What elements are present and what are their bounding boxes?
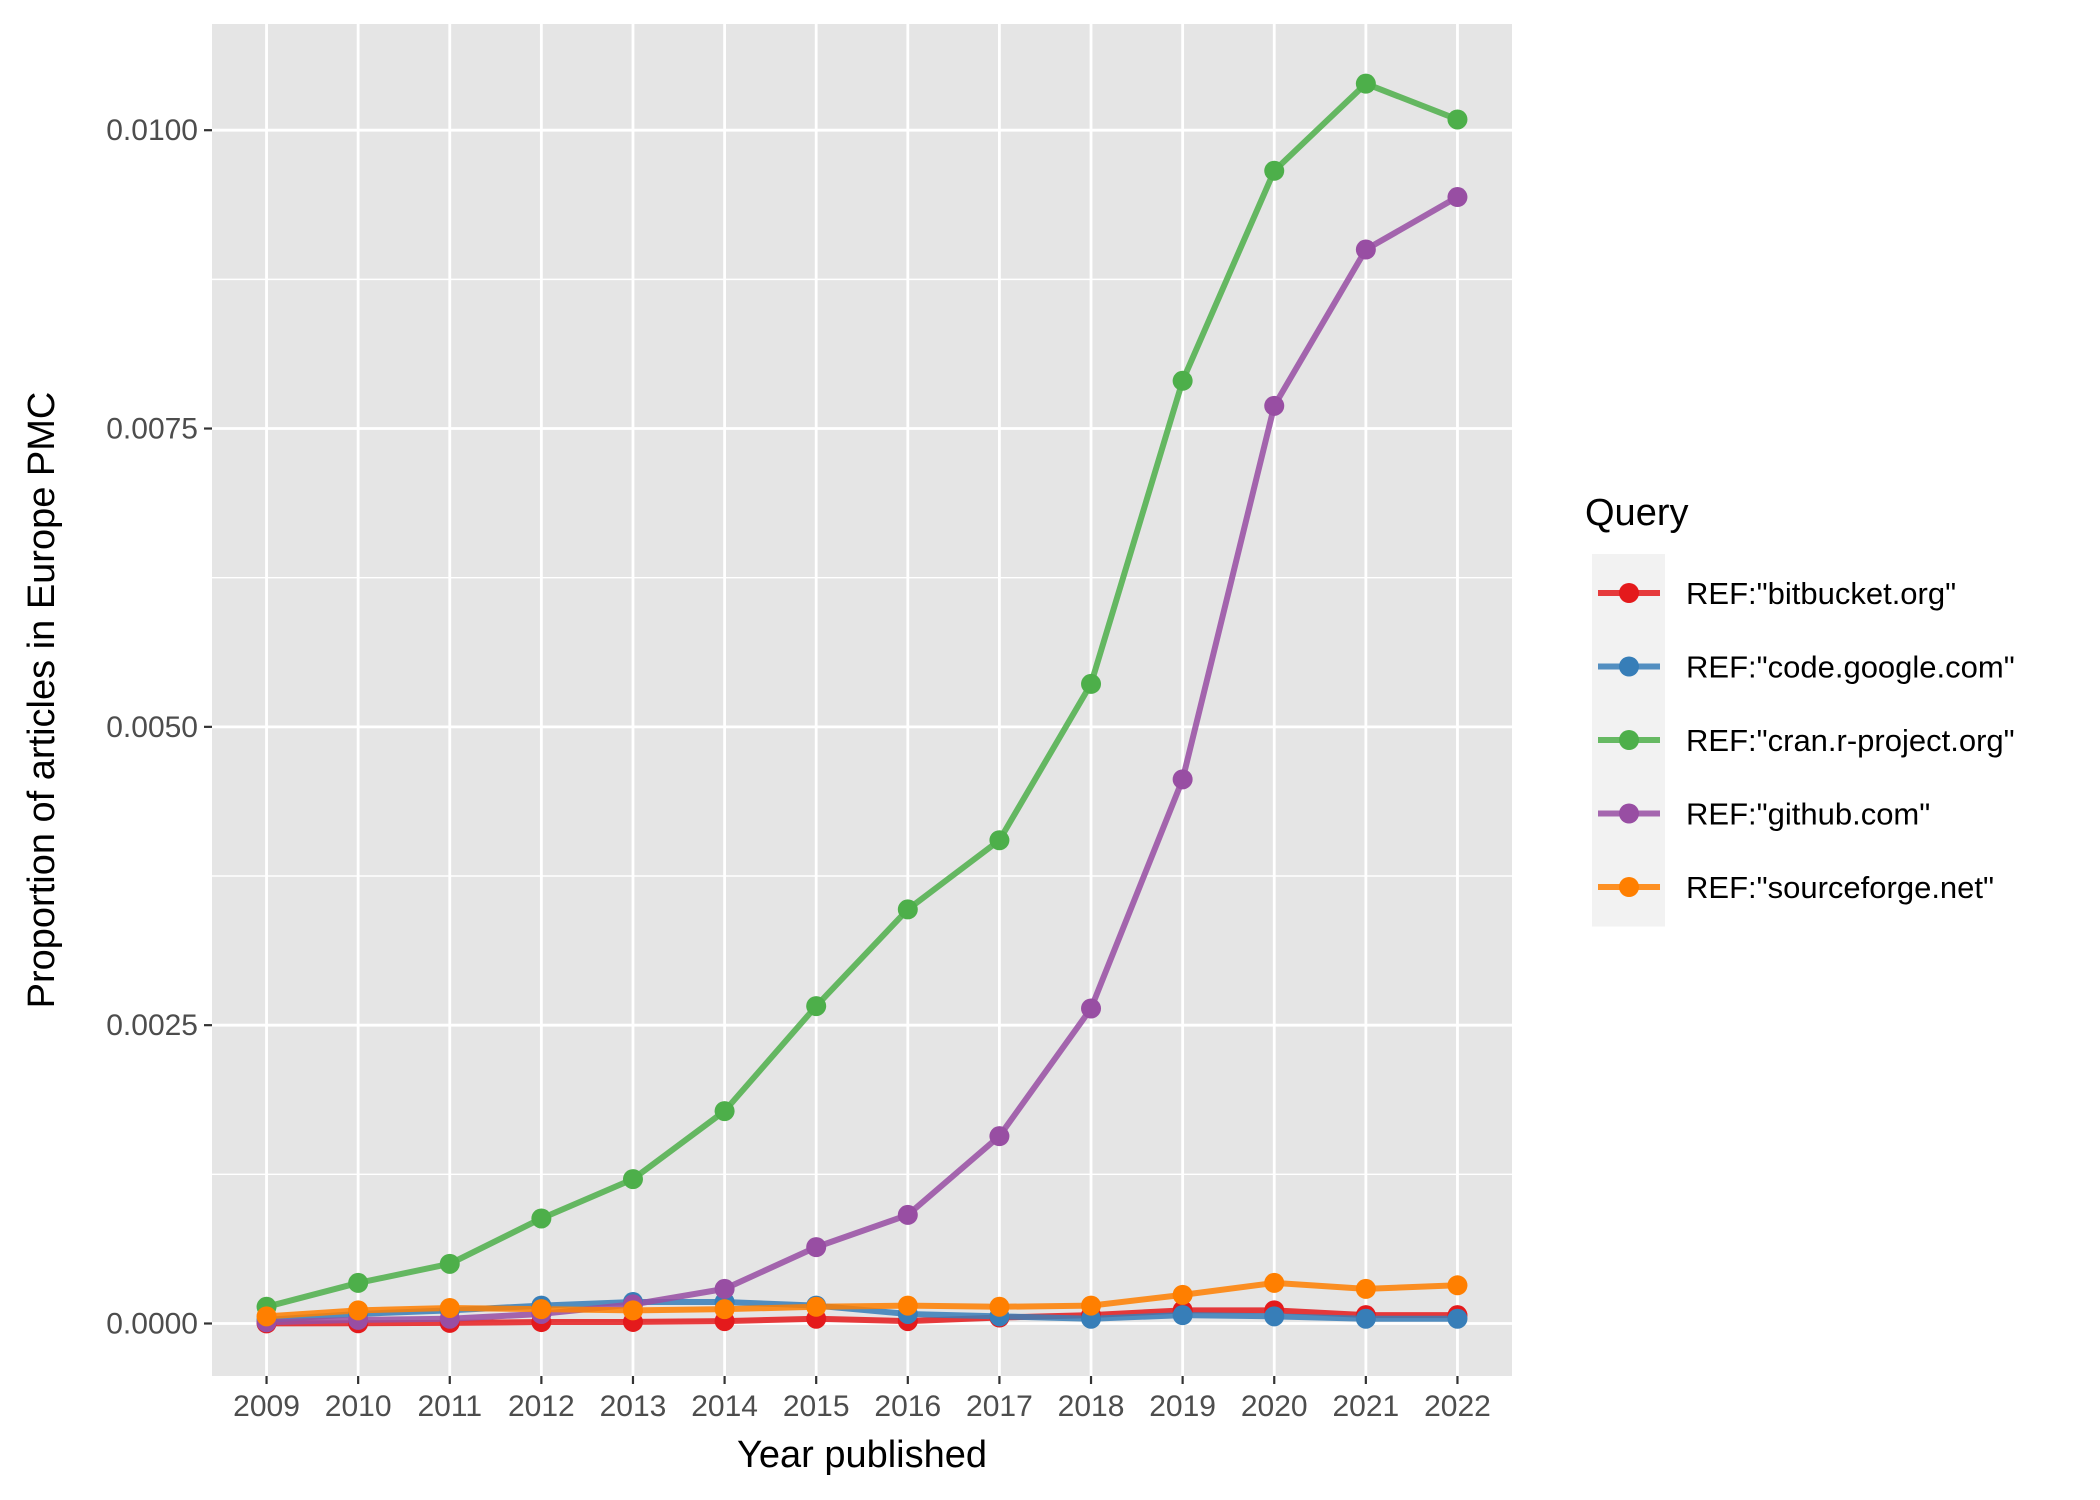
x-tick-label: 2016 xyxy=(874,1390,941,1423)
legend: Query REF:"bitbucket.org" REF:"code.googl… xyxy=(1585,492,2015,927)
data-point xyxy=(256,1306,277,1327)
data-point xyxy=(1264,395,1285,416)
data-point xyxy=(897,1204,918,1225)
data-point xyxy=(348,1300,369,1321)
series-line xyxy=(263,80,1461,1310)
data-point xyxy=(989,830,1010,851)
series-lines xyxy=(263,80,1461,1327)
data-point xyxy=(1355,1308,1376,1329)
data-point xyxy=(1081,1295,1102,1316)
legend-item: REF:"code.google.com" xyxy=(1598,650,2015,685)
data-point xyxy=(1447,1275,1468,1296)
x-tick-label: 2014 xyxy=(691,1390,758,1423)
x-tick-label: 2018 xyxy=(1058,1390,1125,1423)
data-point xyxy=(531,1299,552,1320)
legend-item: REF:"cran.r-project.org" xyxy=(1598,723,2015,758)
legend-key-point xyxy=(1619,583,1639,603)
data-point xyxy=(1172,1284,1193,1305)
legend-key-point xyxy=(1619,877,1639,897)
legend-label: REF:"bitbucket.org" xyxy=(1686,576,1956,611)
x-tick-label: 2017 xyxy=(966,1390,1033,1423)
data-point xyxy=(1355,1278,1376,1299)
data-point xyxy=(1355,73,1376,94)
x-tick-label: 2021 xyxy=(1332,1390,1399,1423)
major-gridlines xyxy=(212,24,1512,1376)
legend-key-point xyxy=(1619,803,1639,824)
data-point xyxy=(1172,370,1193,391)
data-point xyxy=(1447,1308,1468,1329)
data-point xyxy=(806,996,827,1017)
data-point xyxy=(806,1237,827,1258)
x-tick-label: 2022 xyxy=(1424,1390,1491,1423)
x-tick-label: 2013 xyxy=(600,1390,667,1423)
y-tick-label: 0.0050 xyxy=(106,711,198,744)
data-point xyxy=(622,1169,643,1190)
legend-item: REF:"bitbucket.org" xyxy=(1598,576,1956,611)
data-point xyxy=(897,1295,918,1316)
data-point xyxy=(439,1297,460,1318)
plot-panel xyxy=(212,24,1512,1376)
y-axis: 0.0000 0.0025 0.0050 0.0075 0.0100 xyxy=(106,114,212,1340)
series-line xyxy=(263,194,1461,1326)
legend-item: REF:"sourceforge.net" xyxy=(1598,870,1994,905)
x-axis: 2009 2010 2011 2012 2013 2014 2015 2016 2017 2018… xyxy=(233,1376,1491,1423)
data-point xyxy=(1447,109,1468,130)
data-point xyxy=(989,1126,1010,1147)
data-point xyxy=(1172,1305,1193,1326)
data-point xyxy=(531,1208,552,1229)
data-point xyxy=(348,1272,369,1293)
legend-title: Query xyxy=(1585,492,1688,534)
data-point xyxy=(622,1300,643,1321)
x-tick-label: 2011 xyxy=(418,1390,483,1423)
data-point xyxy=(1447,187,1468,208)
legend-key-point xyxy=(1619,730,1639,750)
data-point xyxy=(897,899,918,920)
series-line xyxy=(263,1307,1461,1327)
legend-key-point xyxy=(1619,656,1639,677)
x-tick-label: 2019 xyxy=(1149,1390,1216,1423)
data-point xyxy=(714,1101,735,1122)
x-tick-label: 2015 xyxy=(783,1390,850,1423)
data-point xyxy=(1355,239,1376,260)
legend-items: REF:"bitbucket.org" REF:"code.google.com"… xyxy=(1598,576,2015,905)
x-tick-label: 2012 xyxy=(508,1390,575,1423)
y-tick-label: 0.0025 xyxy=(106,1009,198,1042)
data-point xyxy=(1264,1272,1285,1293)
data-point xyxy=(1264,160,1285,181)
data-point xyxy=(714,1299,735,1320)
y-tick-label: 0.0075 xyxy=(106,413,198,446)
x-tick-label: 2010 xyxy=(325,1390,392,1423)
x-tick-label: 2009 xyxy=(233,1390,300,1423)
data-point xyxy=(1264,1306,1285,1327)
legend-label: REF:"sourceforge.net" xyxy=(1686,870,1994,905)
data-point xyxy=(989,1296,1010,1317)
series-layer xyxy=(256,73,1468,1334)
data-point xyxy=(1172,769,1193,790)
minor-gridlines xyxy=(212,278,1512,1176)
data-point xyxy=(1081,673,1102,694)
x-axis-title: Year published xyxy=(737,1434,987,1476)
series-line xyxy=(263,1279,1461,1320)
legend-label: REF:"github.com" xyxy=(1686,797,1930,832)
y-tick-label: 0.0100 xyxy=(106,114,198,147)
data-point xyxy=(806,1296,827,1317)
legend-label: REF:"code.google.com" xyxy=(1686,650,2015,685)
data-point xyxy=(714,1278,735,1299)
x-tick-label: 2020 xyxy=(1241,1390,1308,1423)
y-axis-title: Proportion of articles in Europe PMC xyxy=(21,392,63,1009)
series-points xyxy=(256,73,1468,1334)
legend-item: REF:"github.com" xyxy=(1598,797,1930,832)
legend-label: REF:"cran.r-project.org" xyxy=(1686,723,2015,758)
data-point xyxy=(439,1253,460,1274)
data-point xyxy=(1081,998,1102,1019)
y-tick-label: 0.0000 xyxy=(106,1307,198,1340)
